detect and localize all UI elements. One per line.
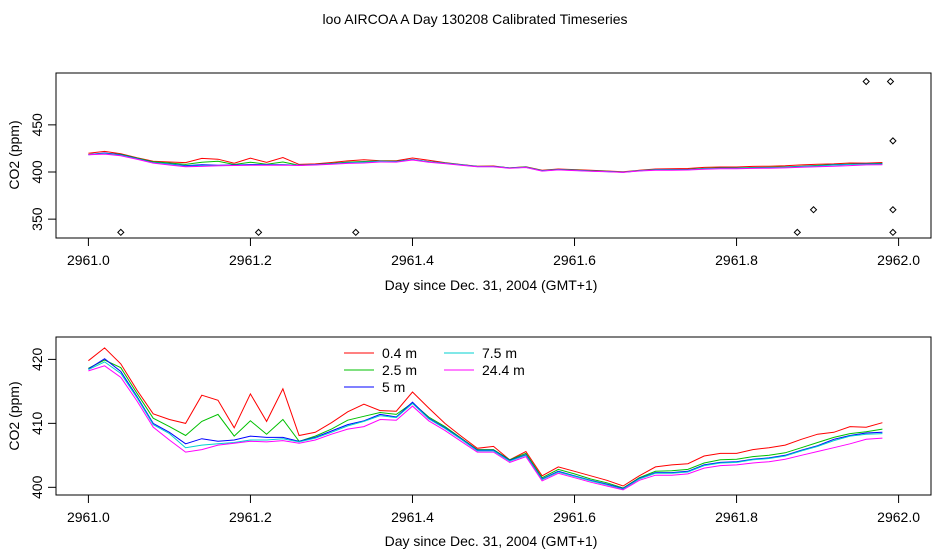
outlier-point [809, 206, 818, 214]
top-y-axis-label: CO2 (ppm) [6, 120, 22, 189]
top-x-tick-label: 2961.0 [67, 252, 110, 268]
outlier-point [889, 228, 897, 237]
bottom-series-line [88, 361, 883, 490]
bottom-series-line [88, 347, 883, 487]
bottom-x-tick-label: 2961.0 [67, 509, 110, 525]
bottom-x-axis-label: Day since Dec. 31, 2004 (GMT+1) [385, 533, 598, 549]
bottom-y-axis-label: CO2 (ppm) [6, 381, 22, 450]
outlier-point [117, 228, 125, 237]
outlier-point [793, 228, 802, 237]
bottom-x-tick-label: 2961.2 [229, 509, 272, 525]
top-panel: 350 400 450 2961.0 2961.2 2961.4 2961.6 2961.8… [6, 72, 932, 293]
top-series-line [88, 152, 883, 173]
top-panel-frame [55, 72, 932, 239]
chart-title: loo AIRCOA A Day 130208 Calibrated Times… [322, 11, 628, 27]
outlier-point [862, 77, 870, 86]
legend-label: 0.4 m [382, 345, 417, 361]
top-x-tick-label: 2962.0 [877, 252, 920, 268]
top-x-tick-label: 2961.8 [715, 252, 758, 268]
outlier-point [889, 206, 897, 214]
bottom-series-line [88, 358, 883, 490]
bottom-x-tick-label: 2961.8 [715, 509, 758, 525]
outlier-point [352, 228, 360, 237]
top-series-line [88, 152, 883, 173]
legend-label: 24.4 m [482, 362, 525, 378]
outlier-point [254, 228, 263, 237]
legend-label: 5 m [382, 379, 405, 395]
top-series-line [88, 152, 883, 173]
top-y-axis: 350 400 450 [29, 113, 56, 231]
top-x-axis-label: Day since Dec. 31, 2004 (GMT+1) [385, 277, 598, 293]
legend-label: 7.5 m [482, 345, 517, 361]
top-x-tick-label: 2961.2 [229, 252, 272, 268]
top-series-lines [88, 150, 883, 173]
bottom-x-tick-label: 2961.6 [553, 509, 596, 525]
bottom-series-line [88, 365, 883, 491]
top-outlier-points [117, 77, 897, 237]
top-y-tick-label: 400 [29, 160, 45, 184]
bottom-panel-frame [55, 336, 932, 496]
top-series-line [88, 153, 883, 173]
outlier-point [886, 77, 895, 86]
bottom-y-tick-label: 420 [29, 347, 45, 371]
top-x-tick-label: 2961.4 [391, 252, 434, 268]
bottom-x-tick-label: 2961.4 [391, 509, 434, 525]
bottom-x-axis: 2961.0 2961.2 2961.4 2961.6 2961.8 2962.0 [67, 495, 920, 525]
top-x-axis: 2961.0 2961.2 2961.4 2961.6 2961.8 2962.0 [67, 238, 920, 268]
legend: 0.4 m2.5 m5 m 7.5 m24.4 m [344, 345, 525, 395]
top-y-tick-label: 450 [29, 113, 45, 137]
bottom-y-axis: 400 410 420 [29, 347, 56, 499]
bottom-x-tick-label: 2962.0 [877, 509, 920, 525]
bottom-y-tick-label: 410 [29, 411, 45, 435]
bottom-panel: 400 410 420 2961.0 2961.2 2961.4 2961.6 2961.8… [6, 336, 932, 549]
legend-label: 2.5 m [382, 362, 417, 378]
top-x-tick-label: 2961.6 [553, 252, 596, 268]
outlier-point [889, 137, 897, 145]
bottom-series-lines [88, 347, 883, 491]
top-y-tick-label: 350 [29, 207, 45, 231]
bottom-y-tick-label: 400 [29, 475, 45, 499]
bottom-series-line [88, 359, 883, 489]
